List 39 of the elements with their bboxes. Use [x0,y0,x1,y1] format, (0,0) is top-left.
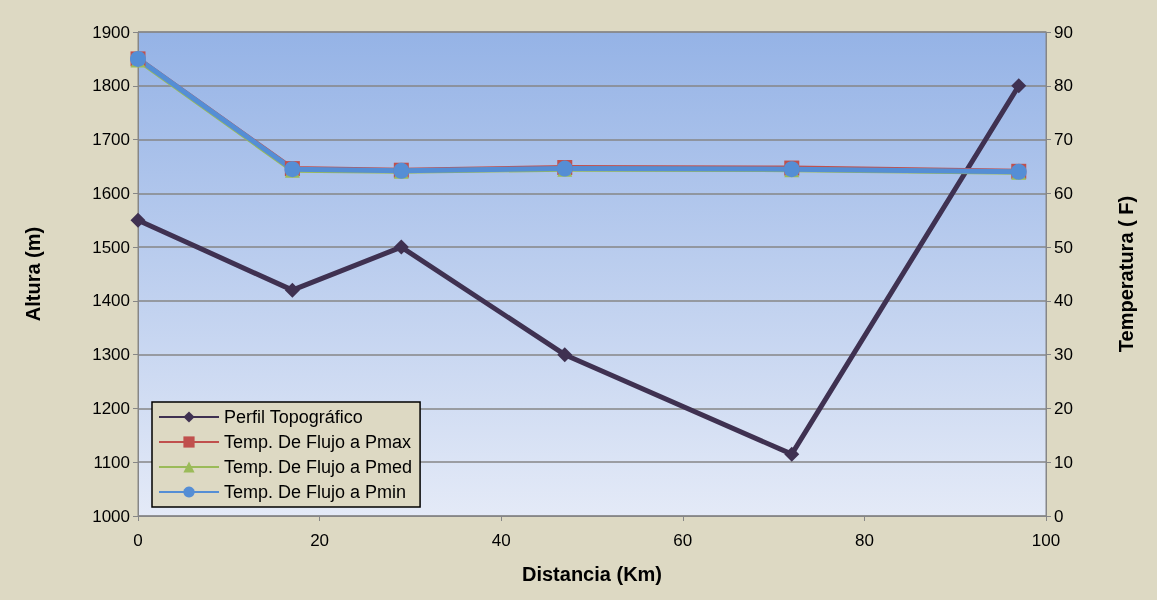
x-axis-title: Distancia (Km) [521,563,663,585]
y-tick-label: 1700 [92,130,130,150]
y-tick-label: 1000 [92,506,130,526]
y2-tick-label: 60 [1054,183,1073,203]
legend-label: Temp. De Flujo a Pmin [224,482,407,502]
y-tick-label: 1800 [92,76,130,96]
x-tick-label: 60 [673,531,693,550]
legend-label: Temp. De Flujo a Pmed [224,457,413,477]
point [784,446,800,462]
point [284,282,300,298]
point [393,239,409,255]
legend-label: Temp. De Flujo a Pmax [224,432,412,452]
y-tick-label: 1100 [93,452,130,472]
legend-label: Perfil Topográfico [224,407,363,427]
y2-tick-label: 90 [1054,22,1073,42]
y-axis-title: Altura (m) [22,226,44,322]
y2-tick-label: 80 [1054,76,1073,96]
y2-tick-label: 40 [1054,291,1073,311]
y2-tick-label: 30 [1054,345,1073,365]
y2-tick-label: 20 [1054,398,1073,418]
x-tick-label: 0 [133,531,143,550]
y2-tick-label: 50 [1054,237,1073,257]
x-tick-label: 20 [310,531,330,550]
y2-axis-title: Temperatura ( F) [1115,195,1137,353]
point [557,347,573,363]
x-tick-label: 40 [491,531,511,550]
x-tick-label: 80 [854,531,874,550]
y-tick-label: 1600 [92,183,130,203]
y2-tick-label: 0 [1054,506,1064,526]
y-tick-label: 1500 [92,237,130,257]
y-tick-label: 1300 [92,345,130,365]
y2-tick-label: 70 [1054,130,1073,150]
y-tick-label: 1900 [92,22,130,42]
x-tick-label: 100 [1031,531,1061,550]
y2-tick-label: 10 [1054,452,1073,472]
y-tick-label: 1200 [92,398,130,418]
point [1011,78,1027,94]
y-tick-label: 1400 [92,291,130,311]
point [130,212,146,228]
